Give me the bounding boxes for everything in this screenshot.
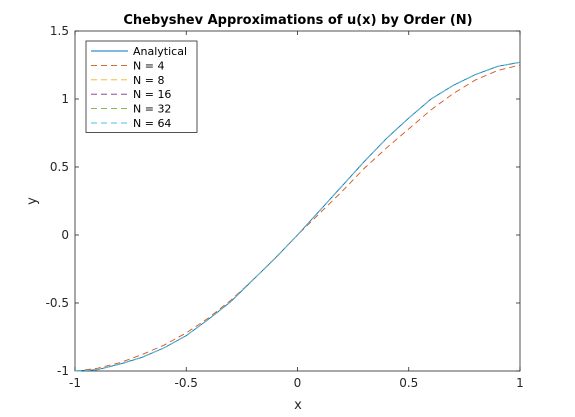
y-tick-label: -0.5	[46, 296, 69, 310]
series-line-0	[74, 61, 521, 372]
y-tick-label: -1	[57, 364, 69, 378]
legend-entry-label: N = 64	[133, 117, 171, 130]
x-tick-label: -0.5	[175, 376, 198, 390]
x-tick-label: -1	[69, 376, 81, 390]
series-lines	[74, 61, 521, 372]
y-axis-label: y	[25, 197, 40, 205]
legend-box	[85, 40, 198, 133]
x-tick-label: 1	[516, 376, 524, 390]
legend-entry-label: N = 16	[133, 88, 171, 101]
y-tick-label: 0	[61, 228, 69, 242]
y-tick-label: 1	[61, 92, 69, 106]
x-axis-label: x	[294, 398, 302, 413]
axis-ticks: -1 -0.5 0 0.5 1 -1 -0.5 0 0.5 1 1.5	[46, 24, 524, 390]
x-tick-label: 0	[294, 376, 302, 390]
y-tick-label: 1.5	[50, 24, 69, 38]
chart-title: Chebyshev Approximations of u(x) by Orde…	[123, 13, 472, 28]
y-tick-label: 0.5	[50, 160, 69, 174]
legend-entry-label: Analytical	[133, 45, 187, 58]
legend-entry-label: N = 32	[133, 103, 171, 116]
legend-entry-label: N = 8	[133, 74, 164, 87]
x-tick-label: 0.5	[399, 376, 418, 390]
legend-entry-label: N = 4	[133, 59, 164, 72]
